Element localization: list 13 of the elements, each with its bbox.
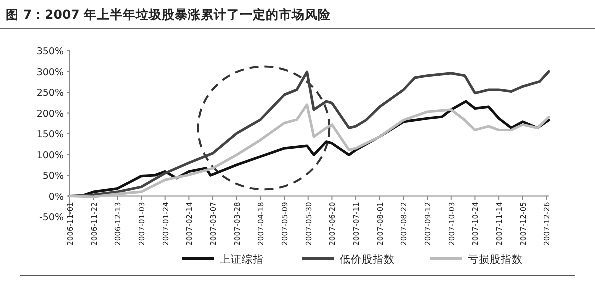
y-tick-label: 100% bbox=[36, 150, 64, 162]
chart-title: 图 7：2007 年上半年垃圾股暴涨累计了一定的市场风险 bbox=[6, 7, 332, 22]
legend-label: 亏损股指数 bbox=[468, 254, 523, 266]
y-tick-label: 200% bbox=[36, 108, 64, 120]
y-tick-label: 300% bbox=[36, 67, 64, 78]
y-tick-label: 50% bbox=[42, 171, 64, 182]
y-tick-label: 250% bbox=[36, 88, 64, 99]
y-tick-label: 150% bbox=[36, 130, 64, 140]
y-tick-label: 0% bbox=[48, 192, 64, 203]
legend-label: 上证综指 bbox=[220, 253, 264, 266]
y-tick-label: -50% bbox=[39, 212, 64, 224]
legend-label: 低价股指数 bbox=[340, 254, 395, 266]
y-tick-label: 350% bbox=[36, 46, 64, 58]
